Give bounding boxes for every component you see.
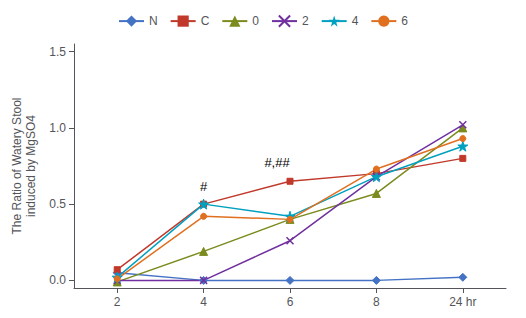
svg-text:0.0: 0.0: [49, 273, 66, 287]
svg-text:N: N: [149, 14, 158, 28]
svg-text:8: 8: [373, 295, 380, 309]
svg-text:6: 6: [287, 295, 294, 309]
svg-text:4: 4: [352, 14, 359, 28]
svg-text:1.5: 1.5: [49, 45, 66, 59]
svg-text:2: 2: [114, 295, 121, 309]
svg-text:6: 6: [401, 14, 408, 28]
svg-text:C: C: [201, 14, 210, 28]
svg-text:#,##: #,##: [264, 155, 290, 170]
svg-text:24 hr: 24 hr: [449, 295, 476, 309]
svg-text:2: 2: [302, 14, 309, 28]
svg-text:#: #: [200, 179, 208, 194]
svg-text:induced by MgSO4: induced by MgSO4: [24, 115, 38, 217]
svg-text:1.0: 1.0: [49, 121, 66, 135]
svg-text:4: 4: [200, 295, 207, 309]
svg-text:The Ratio of Watery Stool: The Ratio of Watery Stool: [10, 98, 24, 235]
svg-text:0.5: 0.5: [49, 197, 66, 211]
svg-text:0: 0: [252, 14, 259, 28]
